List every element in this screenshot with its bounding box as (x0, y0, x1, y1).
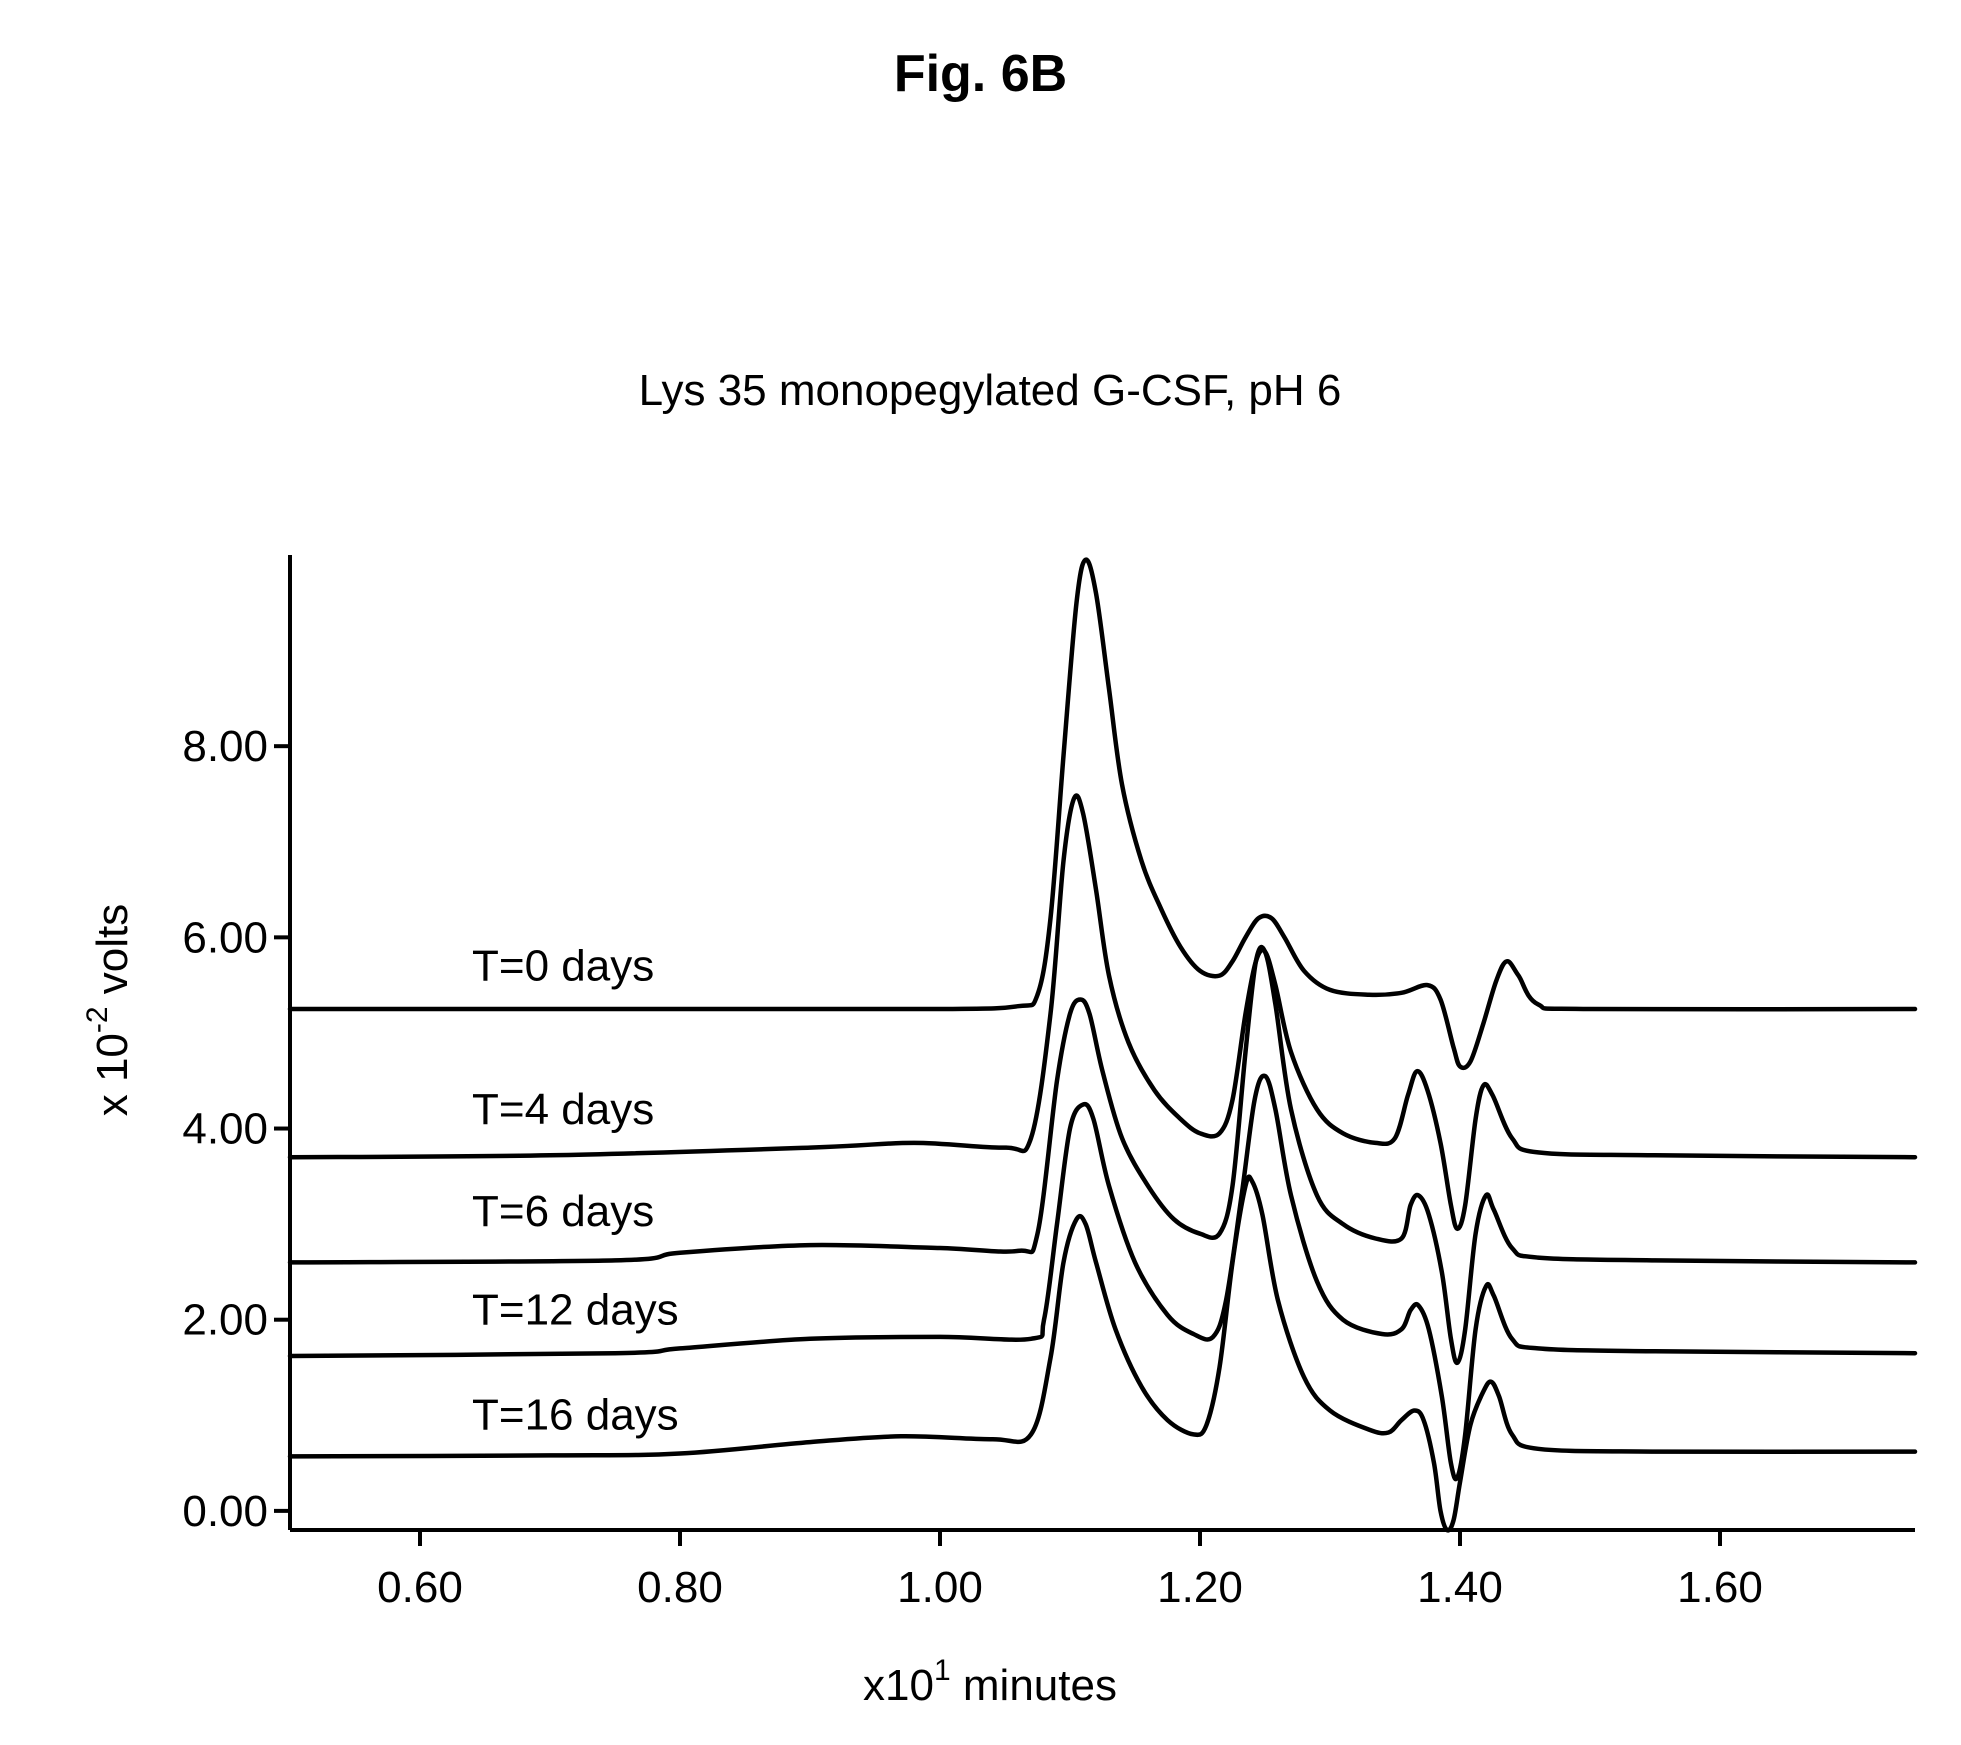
y-tick-label: 2.00 (182, 1296, 268, 1345)
y-tick-label: 6.00 (182, 913, 268, 962)
x-axis-title-suffix: minutes (951, 1661, 1117, 1710)
x-axis-title-exponent: 1 (934, 1654, 951, 1687)
y-axis-title-suffix: volts (88, 904, 137, 1007)
y-tick-label: 0.00 (182, 1487, 268, 1536)
x-tick-label: 1.20 (1157, 1563, 1243, 1612)
chart-title: Lys 35 monopegylated G-CSF, pH 6 (639, 366, 1342, 415)
axes (290, 555, 1915, 1530)
y-tick-label: 8.00 (182, 722, 268, 771)
y-ticks: 0.00 2.00 4.00 6.00 8.00 (182, 722, 290, 1536)
x-axis-title-base: x10 (863, 1661, 934, 1710)
traces (290, 560, 1915, 1531)
series-trace-0 (290, 560, 1915, 1068)
series-labels: T=0 days T=4 days T=6 days T=12 days T=16 da… (472, 941, 679, 1439)
x-tick-label: 0.80 (637, 1563, 723, 1612)
x-tick-label: 0.60 (377, 1563, 463, 1612)
x-tick-label: 1.60 (1677, 1563, 1763, 1612)
x-ticks: 0.60 0.80 1.00 1.20 1.40 1.60 (377, 1530, 1763, 1612)
series-label-0: T=0 days (472, 941, 654, 990)
series-label-1: T=4 days (472, 1085, 654, 1134)
y-axis-title-exponent: -2 (81, 1006, 114, 1033)
x-tick-label: 1.00 (897, 1563, 983, 1612)
x-tick-label: 1.40 (1417, 1563, 1503, 1612)
y-tick-label: 4.00 (182, 1105, 268, 1154)
series-label-3: T=12 days (472, 1285, 679, 1334)
y-axis-title-base: x 10 (88, 1033, 137, 1116)
series-label-2: T=6 days (472, 1187, 654, 1236)
x-axis-title: x101 minutes (863, 1654, 1117, 1710)
y-axis-title: x 10-2 volts (81, 904, 137, 1117)
series-label-4: T=16 days (472, 1391, 679, 1440)
